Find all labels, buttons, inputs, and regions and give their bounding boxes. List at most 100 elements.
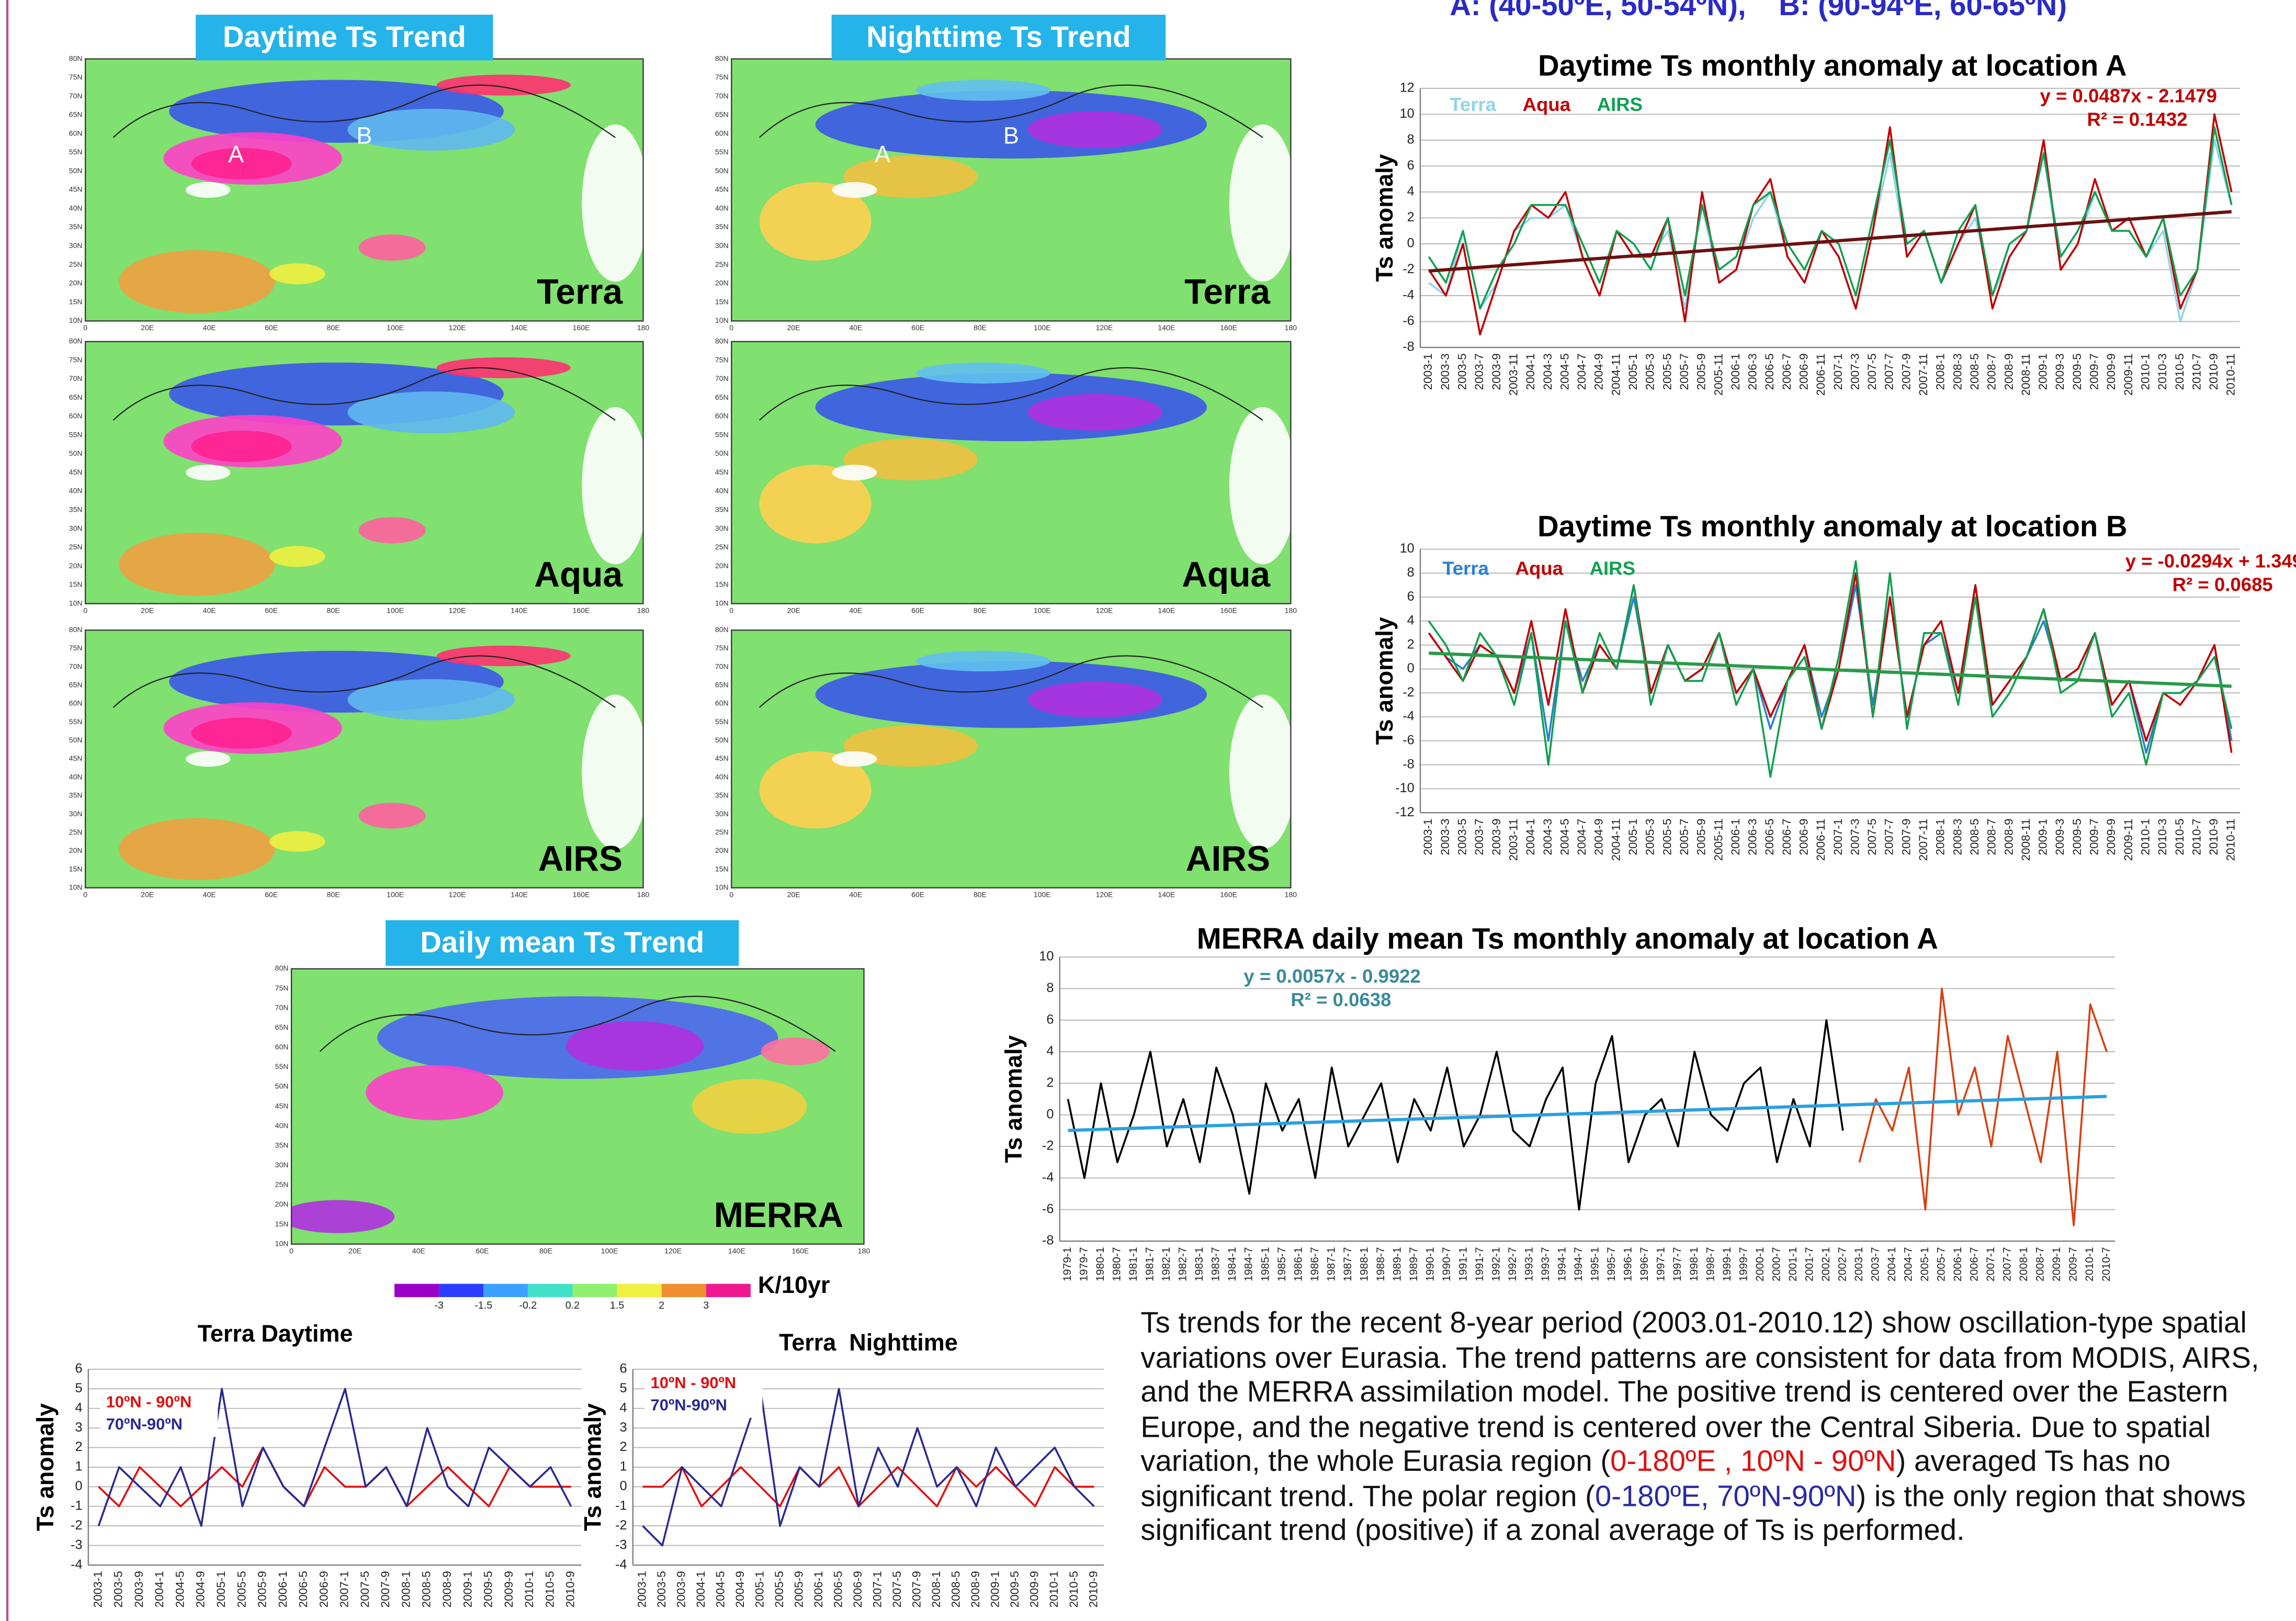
colorbar-cell [572,1284,617,1297]
lon-label: 0 [83,606,87,614]
lat-label: 80N [69,625,83,634]
map-region [119,250,275,313]
lon-label: 160E [791,1246,809,1255]
lat-label: 25N [715,828,729,836]
x-tick-label: 2003-7 [1869,1247,1881,1281]
map-region [566,1021,704,1071]
lon-label: 160E [573,606,590,614]
x-tick-label: 2009-5 [1008,1571,1021,1607]
legend-entry: AIRS [1597,94,1643,115]
colorbar-cell [706,1284,751,1297]
lon-label: 120E [1096,323,1113,332]
lat-label: 80N [715,54,729,62]
x-tick-label: 1983-1 [1193,1247,1205,1281]
x-tick-label: 1979-1 [1061,1247,1073,1281]
y-tick-label: -6 [1403,733,1415,748]
x-tick-label: 2006-5 [1763,818,1776,855]
lon-label: 40E [412,1246,425,1255]
lat-label: 65N [69,393,83,401]
x-tick-label: 2010-1 [523,1571,536,1607]
data-line [1428,113,2233,336]
y-tick-label: -3 [71,1537,83,1552]
x-tick-label: 1995-1 [1589,1247,1601,1281]
lon-label: 160E [573,323,590,332]
colorbar-label: 1.5 [610,1300,624,1311]
x-tick-label: 2007-5 [890,1571,903,1607]
map-title-box [386,920,739,966]
lat-label: 60N [69,699,83,707]
x-tick-label: 2006-5 [297,1571,310,1607]
colorbar-unit: K/10yr [758,1271,830,1298]
x-tick-label: 2005-1 [753,1571,766,1607]
x-tick-label: 2009-3 [2053,818,2066,855]
x-tick-label: 2004-5 [173,1571,186,1607]
map [85,59,643,321]
map-region [186,182,231,198]
lat-label: 35N [715,791,729,800]
map-region [358,803,426,829]
x-tick-label: 2010-3 [2156,818,2169,855]
lat-label: 10N [715,316,729,324]
x-tick-label: 2007-5 [1865,353,1879,390]
lon-label: 0 [729,891,733,899]
x-tick-label: 2005-9 [1695,353,1708,390]
map-region [269,263,325,285]
trend-equation: y = 0.0057x - 0.9922 [1243,965,1420,987]
lon-label: 40E [849,891,862,899]
x-tick-label: 2008-3 [1951,353,1964,390]
y-tick-label: 2 [1046,1075,1054,1090]
lat-label: 15N [715,297,729,306]
x-tick-label: 2007-7 [1883,353,1896,390]
lat-label: 20N [715,846,729,854]
y-tick-label: 12 [1400,81,1415,95]
lon-label: 40E [849,323,862,332]
lon-label: 100E [387,891,404,899]
x-tick-label: 2010-5 [2173,818,2186,855]
x-tick-label: 1991-7 [1474,1247,1486,1281]
colorbar-label: -0.2 [519,1300,537,1311]
lat-label: 35N [275,1141,289,1149]
map-region [347,679,515,721]
colorbar-cell [483,1284,528,1297]
x-tick-label: 1997-1 [1655,1247,1667,1281]
x-tick-label: 2005-7 [1678,353,1691,390]
lon-label: 40E [203,606,216,614]
x-tick-label: 2006-9 [851,1571,864,1607]
y-tick-label: 0 [1407,661,1415,676]
x-tick-label: 2004-11 [1609,353,1622,396]
y-tick-label: -4 [1403,288,1415,302]
y-tick-label: 6 [1046,1012,1054,1027]
x-tick-label: 2005-9 [256,1571,269,1607]
x-tick-label: 2004-9 [1592,818,1605,855]
y-tick-label: 10 [1400,541,1415,556]
colorbar-cell [439,1284,484,1297]
map-region [186,751,231,767]
lat-label: 75N [715,644,729,652]
y-tick-label: -4 [71,1557,83,1572]
map [731,59,1291,321]
lon-label: 180 [1285,606,1297,614]
x-tick-label: 2001-7 [1803,1247,1815,1281]
lat-label: 50N [715,449,729,457]
lon-label: 80E [974,323,987,332]
y-tick-label: 4 [1046,1044,1054,1059]
lat-label: 50N [69,736,83,744]
x-tick-label: 1981-7 [1144,1247,1156,1281]
map-source-label: Terra [1184,273,1270,312]
legend-entry: AIRS [1590,558,1635,579]
x-tick-label: 2006-1 [1729,353,1742,390]
coastline [759,367,1263,421]
x-tick-label: 2010-9 [1087,1571,1100,1607]
y-tick-label: 8 [1407,132,1415,147]
map-region [1229,694,1291,849]
map [291,969,864,1244]
chart-title: Terra Nighttime [779,1329,958,1356]
lon-label: 80E [974,606,987,614]
lon-label: 180 [1285,891,1297,899]
x-tick-label: 2008-7 [1985,353,1998,390]
y-axis-label: Ts anomaly [580,1403,606,1531]
x-tick-label: 1986-7 [1309,1247,1321,1281]
x-tick-label: 2009-7 [2088,353,2101,390]
lat-label: 35N [69,791,83,800]
